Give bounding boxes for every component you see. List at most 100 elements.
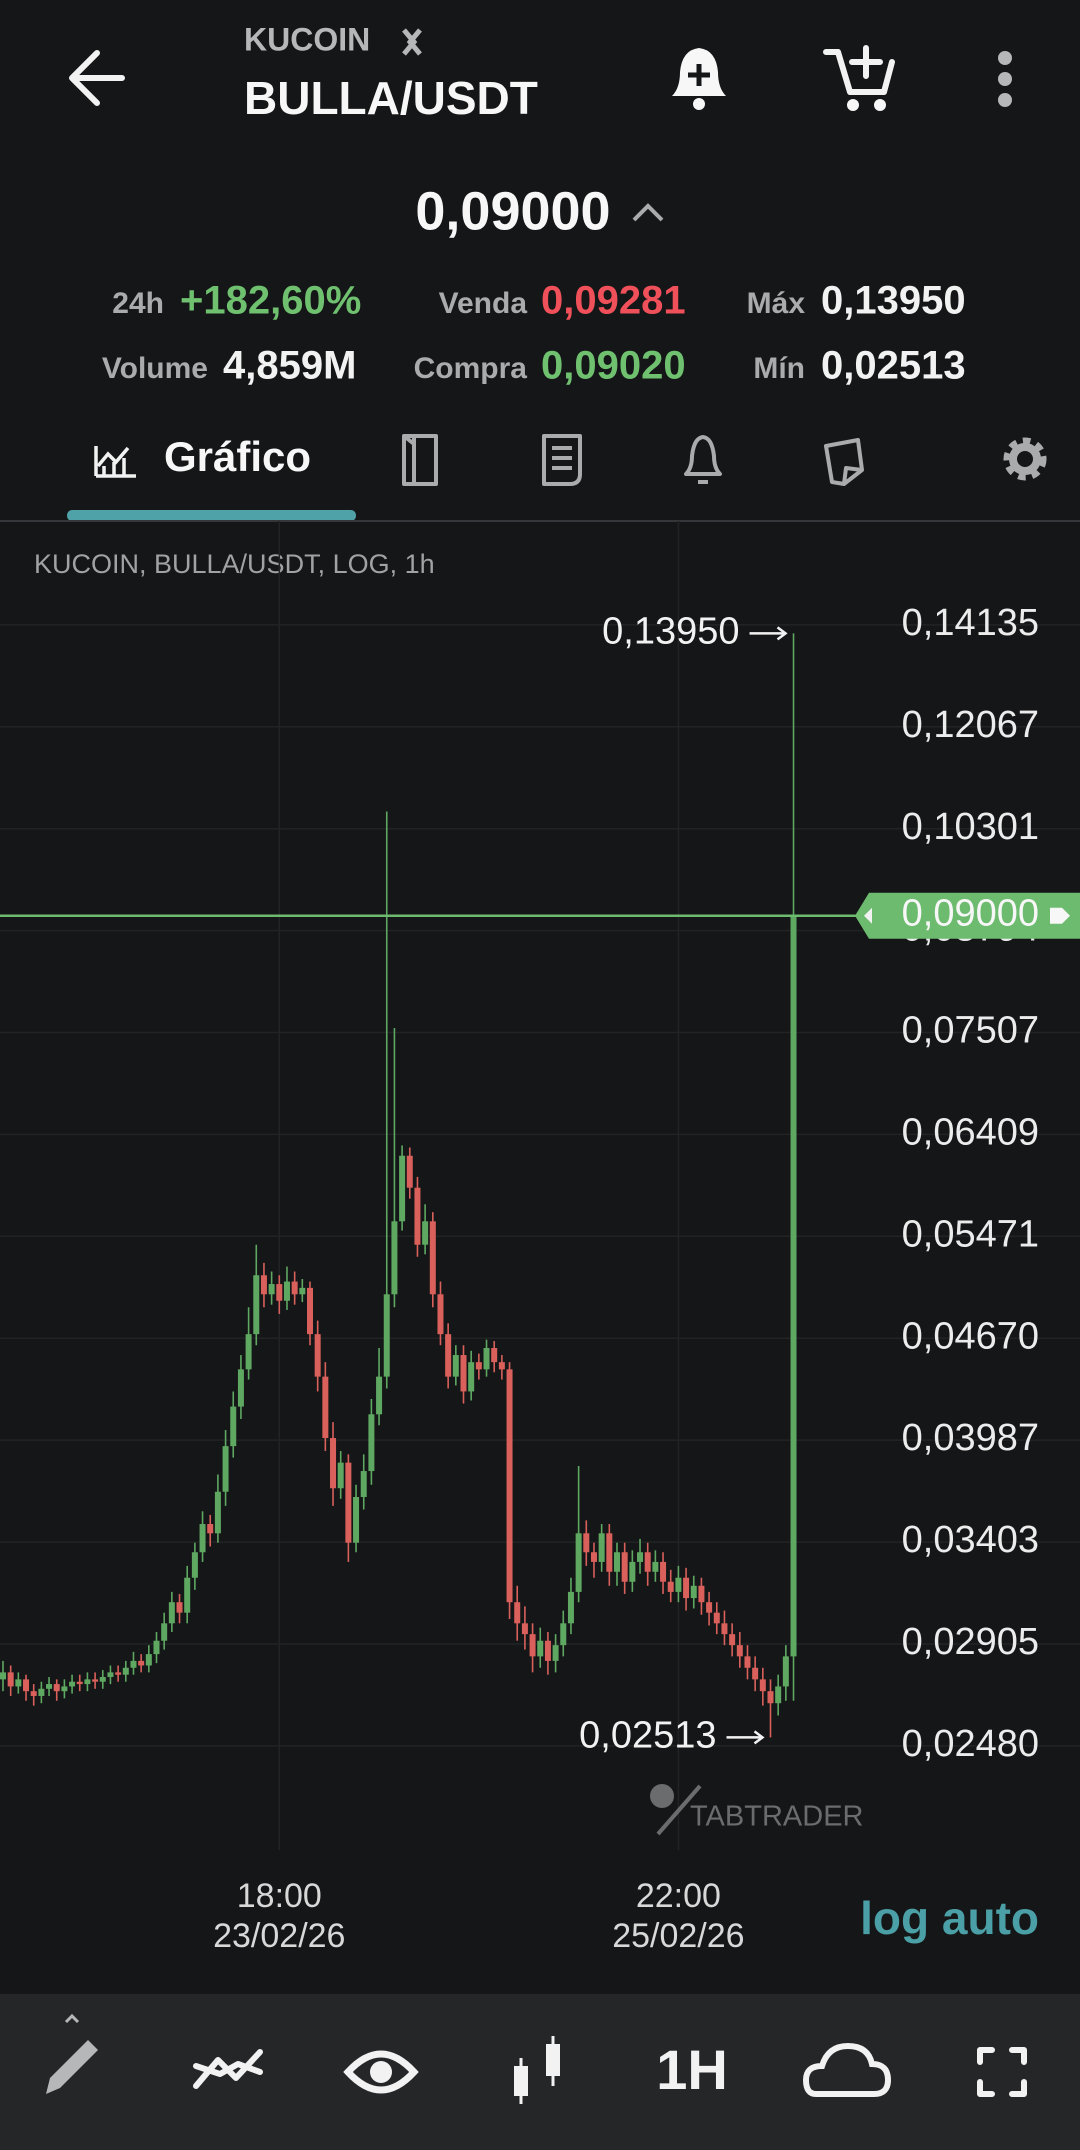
candle-body — [222, 1446, 229, 1492]
interval-button[interactable]: 1H — [656, 2038, 728, 2101]
watermark: TABTRADER — [690, 1801, 863, 1833]
cart-icon — [823, 49, 895, 95]
draw-tool[interactable] — [46, 2013, 98, 2094]
candle-body — [690, 1585, 697, 1599]
stat-label: Volume — [102, 352, 208, 385]
trades-tab[interactable] — [542, 434, 582, 486]
candle-body — [537, 1640, 544, 1657]
candle-body — [130, 1660, 137, 1668]
candle-body — [713, 1612, 720, 1624]
scale-mode[interactable]: log auto — [860, 1892, 1039, 1944]
alert-button[interactable] — [672, 48, 726, 110]
eye-icon — [343, 2050, 419, 2094]
candle-body — [629, 1561, 636, 1582]
candle-body — [153, 1640, 160, 1655]
candle-body — [199, 1524, 206, 1553]
indicators-tool[interactable] — [193, 2049, 263, 2089]
pencil-icon — [46, 2040, 98, 2094]
x-tick-line: 25/02/26 — [612, 1917, 744, 1955]
order-button[interactable] — [823, 45, 895, 111]
chart-tab[interactable]: Gráfico — [94, 433, 311, 480]
y-tick-label: 0,03987 — [902, 1417, 1039, 1459]
candle-body — [721, 1623, 728, 1635]
price-tag-arrow — [864, 907, 872, 924]
candle-body — [667, 1581, 674, 1592]
candle-body — [268, 1284, 275, 1295]
candle-body — [46, 1684, 53, 1689]
candle-body — [644, 1552, 651, 1572]
stat-value: +182,60% — [180, 279, 361, 323]
candle-body — [291, 1281, 298, 1295]
chart-type-tool[interactable] — [514, 2036, 560, 2104]
candle-body — [330, 1438, 337, 1489]
back-button[interactable] — [69, 50, 125, 106]
candle-body — [391, 1221, 398, 1295]
candle-body — [514, 1602, 521, 1624]
x-tick-label: 18:00 23/02/26 — [213, 1877, 345, 1955]
candle-body — [38, 1688, 45, 1696]
toolbar — [0, 1994, 1080, 2150]
candle-body — [567, 1591, 574, 1624]
x-tick-line: 22:00 — [636, 1877, 721, 1915]
candle-body — [230, 1406, 237, 1447]
candle-body — [452, 1355, 459, 1377]
menu-dot — [998, 93, 1012, 107]
tab-icon — [684, 435, 722, 484]
visibility-tool[interactable] — [343, 2050, 419, 2094]
price-up-caret — [632, 203, 664, 222]
exchange-logo — [402, 28, 422, 56]
candle-body — [729, 1634, 736, 1646]
stat-value: 0,09020 — [541, 344, 686, 388]
candle-body — [207, 1524, 214, 1534]
candle-body — [30, 1691, 37, 1696]
chart-subtitle: KUCOIN, BULLA/USDT, LOG, 1h — [34, 549, 435, 579]
candle-icon — [514, 2066, 528, 2096]
candle-body — [491, 1348, 498, 1363]
candle-body — [736, 1645, 743, 1657]
candle-body — [759, 1679, 766, 1692]
candle-body — [337, 1462, 344, 1489]
candle-body — [161, 1623, 168, 1641]
x-tick-line: 23/02/26 — [213, 1917, 345, 1955]
x-tick-line: 18:00 — [237, 1877, 322, 1915]
candle-body — [253, 1275, 260, 1335]
candle-body — [437, 1294, 444, 1335]
orderbook-tab[interactable] — [402, 434, 438, 486]
candle-body — [475, 1362, 482, 1370]
price-tag-label: 0,09000 — [902, 893, 1039, 935]
candle-icon — [546, 2044, 560, 2076]
candle-body — [245, 1334, 252, 1370]
candle-body — [383, 1294, 390, 1377]
gear-icon — [1009, 443, 1041, 475]
candle-body — [767, 1691, 774, 1704]
indicator-icon — [193, 2049, 263, 2089]
stat-value: 4,859M — [223, 344, 356, 388]
tab-icon — [542, 434, 582, 486]
stat-value: 0,02513 — [821, 344, 966, 388]
candle-body — [168, 1602, 175, 1624]
price-tag-icon — [1050, 907, 1070, 924]
candle-body — [460, 1355, 467, 1392]
candle-body — [698, 1585, 705, 1603]
bell-clapper — [693, 98, 705, 110]
candle-body — [299, 1287, 306, 1295]
candle-body — [23, 1679, 30, 1692]
exchange-name: KUCOIN — [244, 21, 370, 57]
orders-tab[interactable] — [824, 438, 864, 486]
chart-tab-icon — [94, 446, 136, 478]
y-tick-label: 0,06409 — [902, 1111, 1039, 1153]
x-tick-label: 22:00 25/02/26 — [612, 1877, 744, 1955]
candle-body — [429, 1221, 436, 1295]
candle-body — [0, 1672, 6, 1680]
stat-label: Venda — [439, 287, 528, 320]
fullscreen-tool[interactable] — [977, 2047, 1027, 2097]
settings-tab[interactable] — [1003, 437, 1047, 481]
cloud-tool[interactable] — [802, 2042, 892, 2097]
candle-body — [468, 1362, 475, 1392]
alerts-tab[interactable] — [684, 435, 722, 484]
menu-button[interactable] — [998, 51, 1012, 107]
price-tag — [855, 892, 1080, 939]
pair-name[interactable]: BULLA/USDT — [244, 72, 538, 124]
y-tick-label: 0,10301 — [902, 806, 1039, 848]
